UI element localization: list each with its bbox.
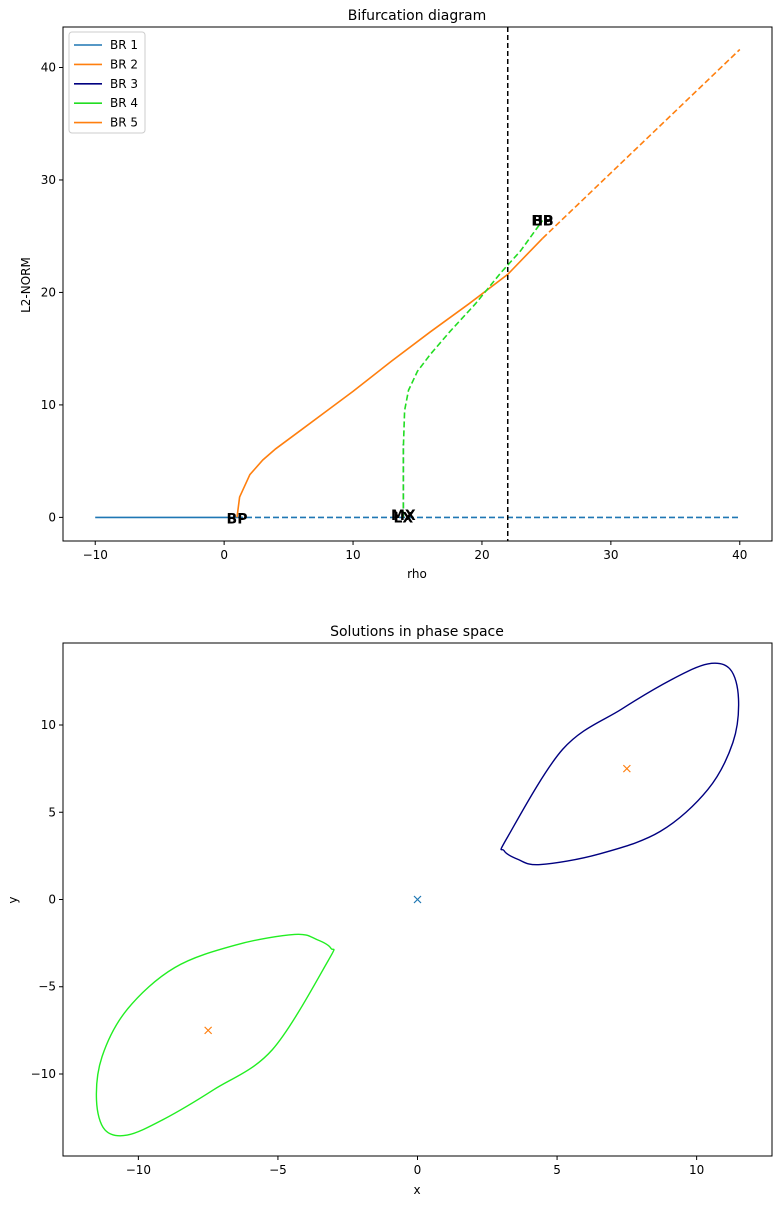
legend-label: BR 5 (110, 116, 138, 130)
equilibrium-marker (622, 764, 631, 773)
tick-group: −10 −5 0 5 10 −10 −5 0 5 10 (31, 718, 705, 1177)
point-label: MX (391, 508, 416, 524)
plot-area (95, 662, 740, 1137)
orbit-curve-2 (95, 933, 335, 1137)
legend: BR 1 BR 2 BR 3 BR 4 BR 5 (68, 31, 146, 134)
equilibrium-marker (413, 895, 422, 904)
phase-space-chart: Solutions in phase space −10 −5 0 5 10 −10 −5 0… (6, 624, 773, 1197)
x-tick-label: −10 (83, 548, 108, 562)
x-axis-label: x (413, 1183, 420, 1197)
y-tick-label: 10 (41, 398, 56, 412)
x-tick-label: 0 (414, 1163, 422, 1177)
x-tick-label: −10 (126, 1163, 151, 1177)
x-tick-label: 30 (603, 548, 618, 562)
point-label: BP (532, 213, 553, 229)
series-line-br4 (402, 220, 544, 518)
point-label: LX (393, 510, 413, 526)
x-tick-label: 10 (689, 1163, 704, 1177)
x-tick-label: 10 (345, 548, 360, 562)
y-tick-label: 40 (41, 60, 56, 74)
point-label: HB (531, 213, 553, 229)
x-tick-label: 0 (220, 548, 228, 562)
y-axis-label: L2-NORM (19, 257, 33, 313)
orbit-curve-1 (500, 662, 740, 866)
chart-title: Solutions in phase space (330, 624, 504, 640)
equilibrium-marker (204, 1026, 213, 1035)
y-tick-label: 30 (41, 173, 56, 187)
x-tick-label: 20 (474, 548, 489, 562)
y-axis-label: y (6, 896, 20, 903)
chart-title: Bifurcation diagram (348, 8, 487, 24)
x-axis-label: rho (407, 567, 427, 581)
legend-label: BR 1 (110, 38, 138, 52)
series-line-br2 (236, 237, 544, 518)
y-tick-label: 0 (48, 893, 56, 907)
legend-frame (68, 31, 146, 134)
legend-label: BR 4 (110, 96, 138, 110)
y-tick-label: −10 (31, 1067, 56, 1081)
tick-group: −10 0 10 20 30 40 0 10 20 30 40 (41, 60, 748, 562)
y-tick-label: −5 (38, 980, 56, 994)
x-tick-label: −5 (269, 1163, 287, 1177)
y-tick-label: 0 (48, 510, 56, 524)
point-label: BP (227, 512, 248, 528)
y-tick-label: 10 (41, 718, 56, 732)
legend-label: BR 2 (110, 57, 138, 71)
legend-label: BR 3 (110, 77, 138, 91)
x-tick-label: 5 (553, 1163, 561, 1177)
y-tick-label: 20 (41, 285, 56, 299)
y-tick-label: 5 (48, 805, 56, 819)
x-tick-label: 40 (732, 548, 747, 562)
plot-frame (62, 26, 773, 542)
series-line-br2 (541, 48, 741, 239)
